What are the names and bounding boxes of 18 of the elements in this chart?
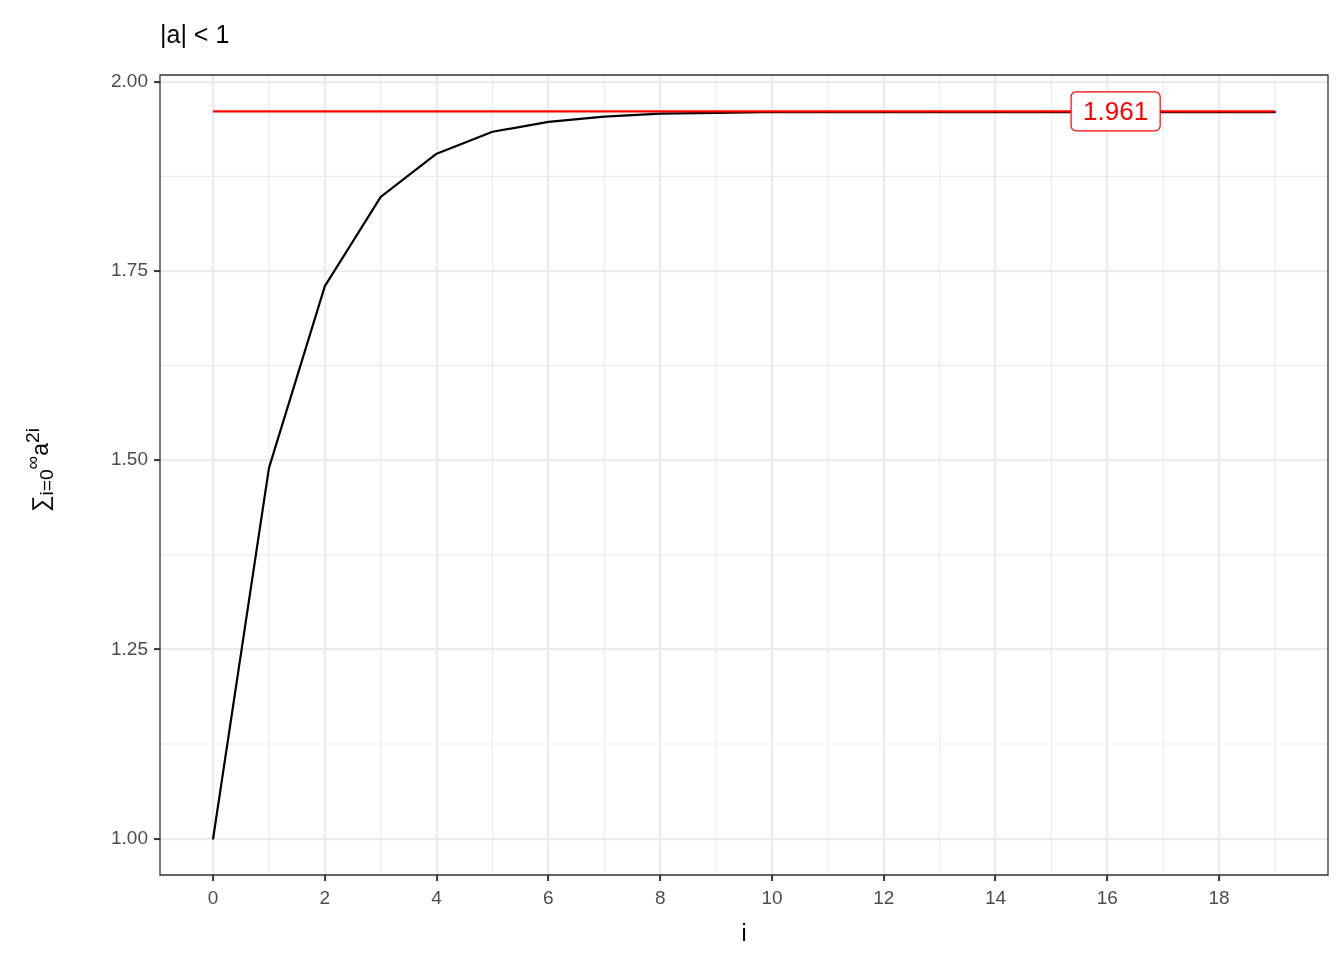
y-tick-label: 1.50 [111, 448, 148, 470]
x-tick-label: 0 [207, 886, 219, 908]
x-tick-label: 12 [873, 886, 895, 908]
x-tick-label: 18 [1208, 886, 1230, 908]
x-tick-label: 16 [1096, 886, 1118, 908]
y-tick-label: 1.25 [111, 637, 148, 659]
chart-title: |a| < 1 [160, 20, 230, 48]
x-axis-title: i [741, 919, 747, 946]
x-tick-label: 4 [431, 886, 443, 908]
x-tick-label: 6 [543, 886, 554, 908]
x-tick-label: 10 [761, 886, 783, 908]
x-tick-label: 8 [654, 886, 666, 908]
y-tick-label: 1.00 [111, 826, 148, 848]
annotation: 1.961 [1083, 95, 1149, 126]
y-tick-label: 2.00 [111, 70, 148, 92]
y-tick-label: 1.75 [111, 259, 148, 281]
x-tick-label: 2 [319, 886, 331, 908]
x-tick-label: 14 [984, 886, 1007, 908]
